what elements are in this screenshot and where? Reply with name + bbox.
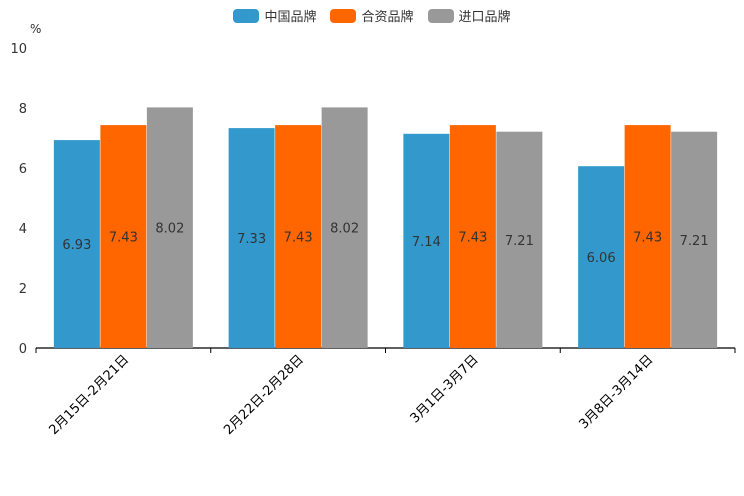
y-tick-label-3: 6 (19, 162, 27, 177)
y-tick-label-4: 8 (19, 102, 27, 117)
x-tick-label-3: 3月8日-3月14日 (577, 352, 657, 432)
legend: 中国品牌 合资品牌 进口品牌 (0, 6, 744, 25)
x-tick-label-1: 2月22日-2月28日 (221, 352, 307, 438)
data-label-2-3: 7.21 (680, 234, 709, 249)
legend-item-joint-venture-brand[interactable]: 合资品牌 (330, 6, 414, 25)
data-label-0-3: 6.06 (587, 251, 616, 266)
data-label-0-1: 7.33 (237, 232, 266, 247)
data-label-0-0: 6.93 (62, 238, 91, 253)
bar-2-0 (146, 107, 193, 349)
data-label-0-2: 7.14 (412, 235, 441, 250)
legend-swatch-joint-venture-brand (330, 8, 357, 23)
data-label-1-0: 7.43 (109, 231, 138, 246)
bar-2-1 (321, 107, 368, 349)
y-tick-label-2: 4 (19, 222, 27, 237)
data-label-1-1: 7.43 (284, 231, 313, 246)
bar-1-0 (100, 125, 147, 348)
bar-0-3 (578, 166, 625, 348)
legend-swatch-china-brand (233, 8, 260, 23)
legend-label-joint-venture-brand: 合资品牌 (361, 10, 414, 25)
data-label-2-0: 8.02 (155, 222, 184, 237)
y-tick-label-5: 10 (10, 42, 27, 57)
bar-1-2 (449, 125, 496, 348)
x-tick-label-0: 2月15日-2月21日 (46, 352, 132, 438)
legend-item-import-brand[interactable]: 进口品牌 (427, 6, 511, 25)
bar-0-2 (403, 133, 450, 348)
bar-1-3 (624, 125, 671, 348)
legend-swatch-import-brand (427, 8, 454, 23)
bar-0-1 (228, 128, 275, 348)
y-axis-unit-label: % (30, 22, 42, 36)
bar-0-0 (53, 140, 100, 348)
data-label-2-2: 7.21 (505, 234, 534, 249)
x-tick-label-2: 3月1日-3月7日 (408, 352, 482, 426)
bar-2-3 (671, 131, 718, 348)
data-label-1-3: 7.43 (633, 231, 662, 246)
y-tick-label-0: 0 (19, 342, 27, 357)
data-label-2-1: 8.02 (330, 222, 359, 237)
legend-item-china-brand[interactable]: 中国品牌 (233, 6, 316, 25)
legend-label-import-brand: 进口品牌 (458, 10, 511, 25)
data-label-1-2: 7.43 (458, 231, 487, 246)
bar-2-2 (496, 131, 543, 348)
bar-1-1 (275, 125, 322, 348)
y-tick-label-1: 2 (19, 282, 27, 297)
legend-label-china-brand: 中国品牌 (264, 10, 317, 25)
